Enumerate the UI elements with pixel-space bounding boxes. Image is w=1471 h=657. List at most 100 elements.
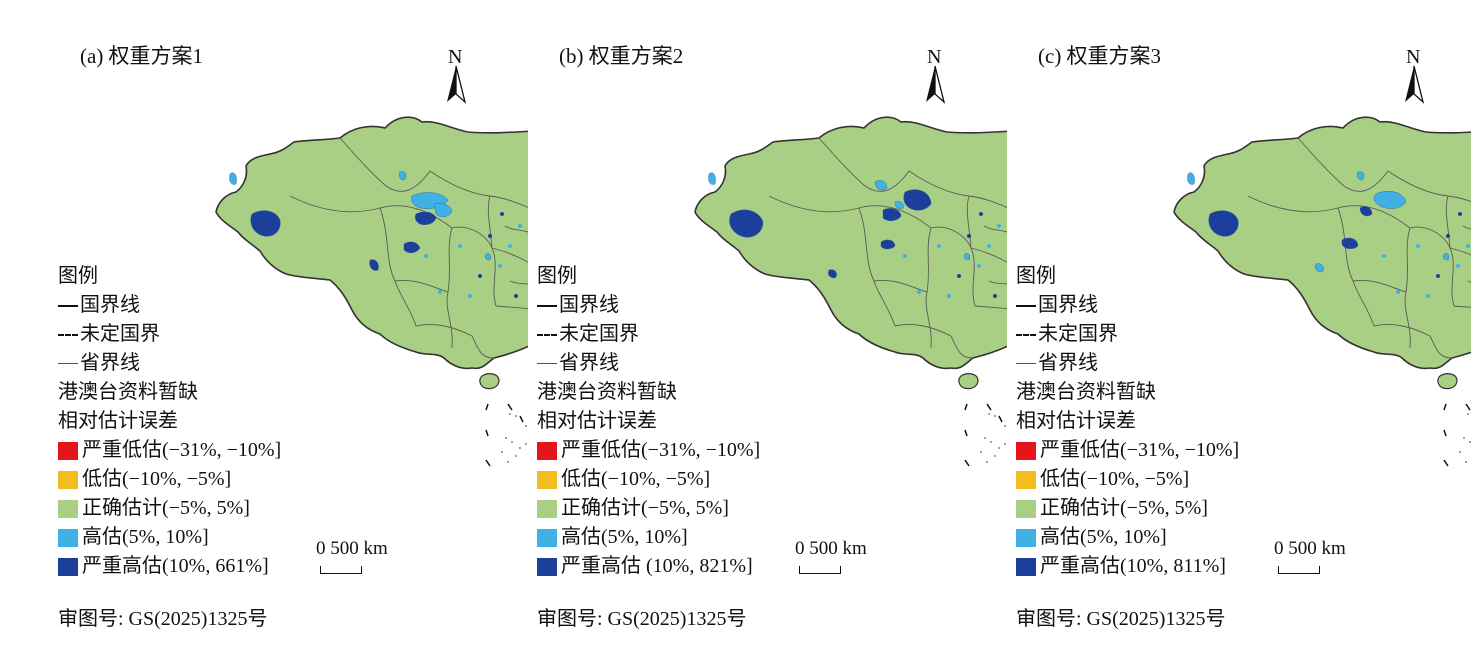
legend-under: 低估(−10%, −5%]: [537, 465, 760, 494]
legend-undetermined-border: 未定国界: [58, 320, 281, 349]
south-sea-island: [997, 446, 1001, 450]
south-sea-island: [506, 460, 510, 464]
province-border: [1337, 207, 1375, 327]
legend: 图例 国界线 未定国界 省界线 港澳台资料暂缺 相对估计误差 严重低估(−31%, −10%…: [58, 262, 281, 581]
color-swatch: [58, 557, 78, 576]
map-panel-c: (c) 权重方案3 N 0 500 km 图例 国界线 未定国界 省界线 港澳台资料暂缺 相对估…: [1016, 0, 1471, 657]
panel-title: (c) 权重方案3: [1038, 44, 1162, 68]
line-symbol: [537, 304, 557, 307]
color-swatch: [1016, 441, 1036, 460]
map-panel-a: (a) 权重方案1 N 0 500 km 图例 国界线 未定国界 省界线 港澳台资料暂缺 相对估…: [58, 0, 528, 657]
legend-severe-over: 严重高估(10%, 811%]: [1016, 552, 1239, 581]
small-region-dot: [1446, 234, 1450, 238]
legend-severe-over-label: 严重高估 (10%, 821%]: [561, 555, 753, 577]
legend-missing-data: 港澳台资料暂缺: [58, 381, 198, 403]
province-border: [818, 137, 910, 192]
legend-undetermined-border: 未定国界: [537, 320, 760, 349]
legend-severe-over-label: 严重高估(10%, 811%]: [1040, 555, 1226, 577]
south-sea-island: [1468, 440, 1471, 444]
small-region-dot: [500, 212, 504, 216]
small-region-dot: [1458, 212, 1462, 216]
map-panel-b: (b) 权重方案2 N 0 500 km 图例 国界线 未定国界 省界线 港澳台资料暂缺 相对估…: [537, 0, 1007, 657]
over-region: [894, 201, 904, 209]
province-border: [379, 207, 417, 327]
severe-over-region: [880, 239, 896, 250]
hainan-island: [958, 373, 979, 390]
color-swatch: [58, 528, 78, 547]
legend-missing-data: 港澳台资料暂缺: [537, 381, 677, 403]
north-label: N: [1406, 46, 1421, 68]
south-sea-island: [500, 450, 504, 454]
color-swatch: [537, 441, 557, 460]
scale-line: [1278, 566, 1320, 574]
small-region-dot: [514, 294, 518, 298]
legend-under: 低估(−10%, −5%]: [58, 465, 281, 494]
color-swatch: [58, 499, 78, 518]
approval-number: 审图号: GS(2025)1325号: [58, 608, 268, 630]
over-region: [1315, 263, 1324, 273]
over-region: [399, 171, 407, 181]
over-region: [229, 172, 237, 185]
nine-dash-line: [1465, 403, 1471, 411]
small-region-dot: [977, 264, 981, 268]
panel-title: (b) 权重方案2: [559, 44, 684, 68]
nine-dash-line: [1443, 459, 1449, 467]
legend-undetermined-border-label: 未定国界: [1038, 323, 1118, 345]
province-border: [491, 247, 528, 263]
severe-over-region: [903, 189, 932, 211]
legend: 图例 国界线 未定国界 省界线 港澳台资料暂缺 相对估计误差 严重低估(−31%, −10%…: [537, 262, 760, 581]
scale-label: 0 500 km: [795, 538, 867, 559]
small-region-dot: [488, 234, 492, 238]
legend-error-title: 相对估计误差: [58, 410, 178, 432]
south-sea-island: [514, 454, 518, 458]
legend: 图例 国界线 未定国界 省界线 港澳台资料暂缺 相对估计误差 严重低估(−31%, −10%…: [1016, 262, 1239, 581]
province-border: [894, 324, 952, 337]
province-border: [394, 279, 449, 293]
legend-severe-under-label: 严重低估(−31%, −10%]: [1040, 439, 1240, 461]
nine-dash-line: [964, 403, 968, 411]
china-map: [694, 116, 1007, 467]
south-sea-island: [514, 414, 518, 418]
hainan-island: [479, 373, 500, 390]
china-mainland: [215, 116, 528, 370]
over-region: [1443, 253, 1449, 261]
nine-dash-line: [1443, 403, 1447, 411]
province-border: [1373, 324, 1431, 337]
south-sea-island: [1464, 460, 1468, 464]
color-swatch: [58, 470, 78, 489]
small-region-dot: [979, 212, 983, 216]
south-sea-island: [1466, 412, 1470, 416]
scale-bar: 0 500 km: [1274, 538, 1394, 578]
province-border: [1462, 225, 1471, 230]
small-region-dot: [993, 294, 997, 298]
legend-correct-label: 正确估计(−5%, 5%]: [1040, 497, 1208, 519]
line-symbol: [58, 363, 78, 364]
over-region: [485, 253, 491, 261]
legend-severe-over: 严重高估 (10%, 821%]: [537, 552, 760, 581]
province-border: [1297, 137, 1389, 192]
legend-provincial-border: 省界线: [1016, 349, 1239, 378]
small-region-dot: [957, 274, 961, 278]
province-border: [509, 280, 528, 285]
nine-dash-line: [964, 429, 968, 437]
legend-title: 图例: [58, 265, 98, 287]
legend-provincial-border-label: 省界线: [559, 352, 619, 374]
scale-label: 0 500 km: [316, 538, 388, 559]
nine-dash-line: [507, 403, 513, 411]
over-region: [1357, 171, 1365, 181]
legend-missing-data: 港澳台资料暂缺: [1016, 381, 1156, 403]
legend-over-label: 高估(5%, 10%]: [82, 526, 209, 548]
south-sea-island: [1462, 436, 1466, 440]
color-swatch: [537, 557, 557, 576]
south-sea-island: [1003, 424, 1007, 428]
legend-severe-under: 严重低估(−31%, −10%]: [1016, 436, 1239, 465]
china-map: [215, 116, 528, 467]
legend-undetermined-border-label: 未定国界: [80, 323, 160, 345]
approval-number: 审图号: GS(2025)1325号: [537, 608, 747, 630]
province-border: [970, 247, 1007, 263]
legend-provincial-border-label: 省界线: [80, 352, 140, 374]
over-region: [1373, 191, 1407, 209]
small-region-dot: [1436, 274, 1440, 278]
legend-correct: 正确估计(−5%, 5%]: [1016, 494, 1239, 523]
province-border: [339, 137, 431, 192]
